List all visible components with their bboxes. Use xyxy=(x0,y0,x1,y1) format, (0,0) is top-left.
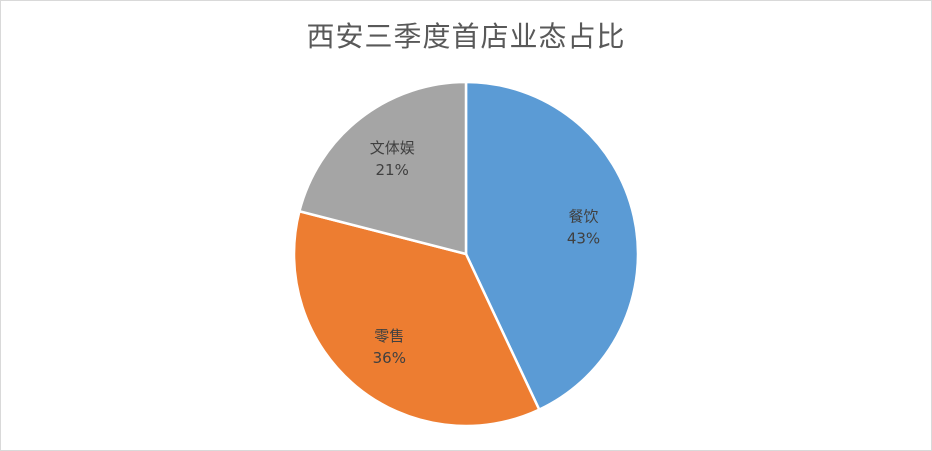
pie-slice-1 xyxy=(464,80,640,412)
slice-value-label-1: 43% xyxy=(567,230,600,248)
slice-value-label-3: 21% xyxy=(376,161,409,179)
pie-labels: 餐饮 43% 零售 36% 文体娱 21% xyxy=(370,139,600,367)
slice-category-label-1: 餐饮 xyxy=(568,208,598,226)
slice-category-label-3: 文体娱 xyxy=(370,139,415,157)
pie-slice-2 xyxy=(292,209,541,428)
chart-title: 西安三季度首店业态占比 xyxy=(306,20,626,53)
pie-slice-3 xyxy=(297,80,468,256)
slice-category-label-2: 零售 xyxy=(374,327,404,345)
slice-value-label-2: 36% xyxy=(373,349,406,367)
pie-slices xyxy=(292,80,640,428)
